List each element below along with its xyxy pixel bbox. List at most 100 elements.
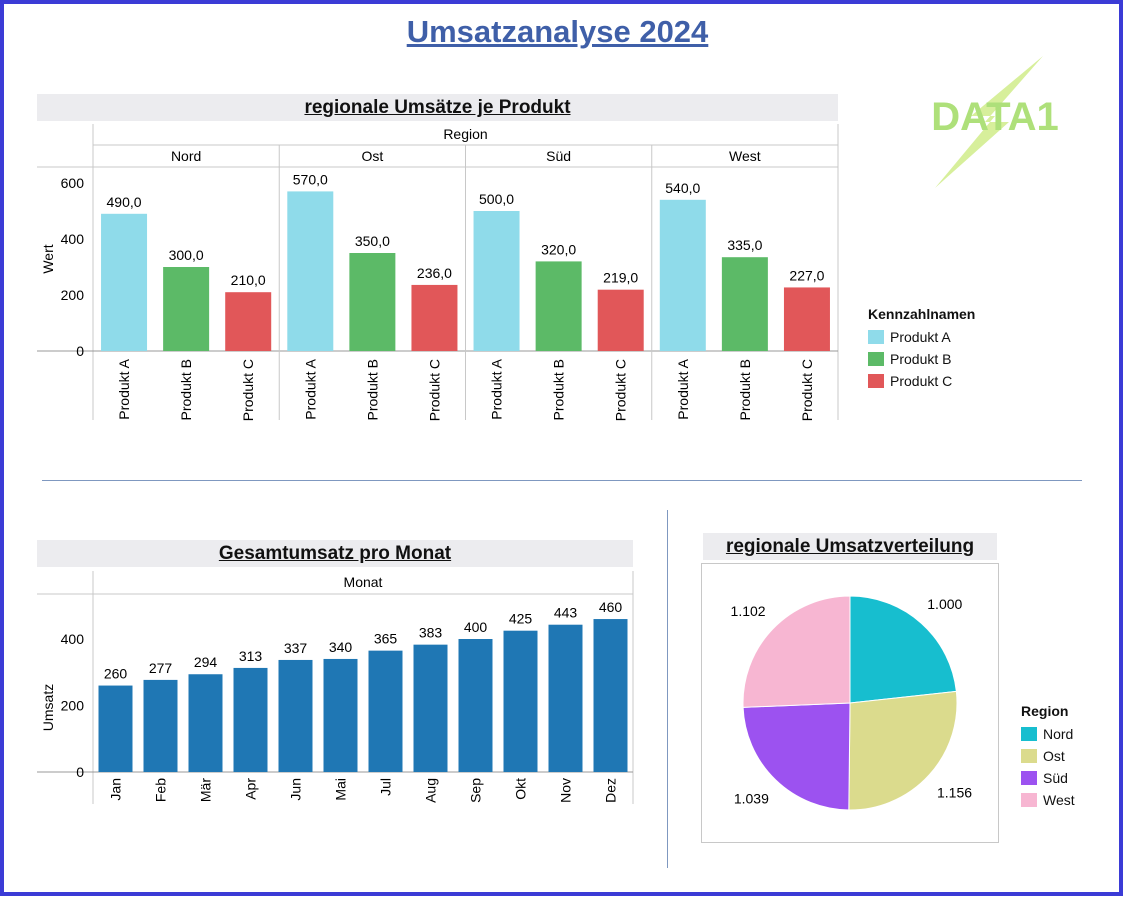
page-title: Umsatzanalyse 2024 [406,14,709,49]
y-tick-label-600: 600 [61,175,85,191]
pie-label-nord: 1.000 [927,596,962,612]
data-label-ost-produkt-b: 350,0 [355,233,390,249]
data-label-mai: 340 [329,639,353,655]
pie-slice-ost [848,690,958,811]
chart-regional-products: Region 0 200 400 600 Wert Nord 490,0 Produkt A 30… [37,124,839,421]
x-tick-label-feb: Feb [153,778,169,802]
x-tick-label-nord-produkt-c: Produkt C [240,359,256,421]
x-tick-label-sep: Sep [468,778,484,803]
pie-label-sued: 1.039 [734,790,769,806]
pie-chart-box [701,563,999,843]
data-label-jan: 260 [104,666,128,682]
legend-item-west: West [1021,789,1075,811]
x-tick-label-mai: Mai [333,778,349,801]
legend-item-sued: Süd [1021,767,1075,789]
bar-aug [413,644,448,772]
x-tick-label-jun: Jun [288,778,304,801]
legend-kennzahlnamen: Kennzahlnamen Produkt A Produkt B Produk… [868,306,975,392]
bar-ost-produkt-b [349,253,396,351]
x-tick-label-ost-produkt-a: Produkt A [302,358,318,419]
bar-apr [233,667,268,772]
bar-nord-produkt-a [101,213,148,351]
data-label-west-produkt-a: 540,0 [665,180,700,196]
data-label-dez: 460 [599,599,623,615]
x-tick-label-maer: Mär [198,778,214,802]
data-label-nord-produkt-b: 300,0 [169,247,204,263]
data-label-aug: 383 [419,625,443,641]
bar-west-produkt-b [721,257,768,351]
legend-item-nord: Nord [1021,723,1075,745]
column-header: Monat [344,574,383,590]
data-label-ost-produkt-a: 570,0 [293,171,328,187]
y-axis-label: Umsatz [40,684,56,731]
y-tick-label-200: 200 [61,698,85,714]
x-tick-label-nov: Nov [558,778,574,803]
x-tick-label-aug: Aug [423,778,439,803]
data-label-sued-produkt-b: 320,0 [541,241,576,257]
data-label-west-produkt-b: 335,0 [727,237,762,253]
panel-label-sued: Süd [546,148,571,164]
data-label-nord-produkt-a: 490,0 [107,194,142,210]
x-tick-label-ost-produkt-c: Produkt C [426,359,442,421]
chart-title-distribution: regionale Umsatzverteilung [703,533,997,560]
legend-item-produkt-a: Produkt A [868,326,975,348]
lightning-bolt-icon [935,56,1043,188]
pie-label-west: 1.102 [731,603,766,619]
column-header: Region [443,126,487,142]
bar-ost-produkt-c [411,284,458,351]
legend-item-ost: Ost [1021,745,1075,767]
data-label-sep: 400 [464,619,488,635]
y-tick-label-200: 200 [61,287,85,303]
bar-ost-produkt-a [287,191,334,351]
bar-sep [458,639,493,772]
legend-item-produkt-b: Produkt B [868,348,975,370]
x-tick-label-sued-produkt-a: Produkt A [489,358,505,419]
bar-west-produkt-c [783,287,830,351]
x-tick-label-dez: Dez [603,778,619,803]
data-label-okt: 425 [509,611,533,627]
legend-title: Region [1021,703,1069,719]
chart-monthly-revenue: Monat 0 200 400 Umsatz 260 Jan 277 Feb 294 Mär 313 A… [37,571,634,804]
bar-jul [368,650,403,772]
x-tick-label-ost-produkt-b: Produkt B [364,359,380,420]
bar-jun [278,659,313,772]
section-divider-horizontal [42,480,1082,481]
x-tick-label-jan: Jan [108,778,124,801]
y-tick-label-0: 0 [76,764,84,780]
bar-sued-produkt-a [473,211,520,351]
data-label-jul: 365 [374,631,398,647]
bar-mai [323,658,358,772]
data-label-maer: 294 [194,654,218,670]
data-label-apr: 313 [239,648,263,664]
bar-dez [593,619,628,772]
x-tick-label-nord-produkt-a: Produkt A [116,358,132,419]
bar-nord-produkt-c [225,292,272,351]
panel-label-ost: Ost [361,148,383,164]
x-tick-label-sued-produkt-c: Produkt C [613,359,629,421]
bar-maer [188,674,223,772]
bar-jan [98,685,133,772]
legend-region: Region Nord Ost Süd West [1021,703,1075,811]
x-tick-label-west-produkt-a: Produkt A [675,358,691,419]
panel-label-west: West [729,148,761,164]
chart-regional-distribution: 1.000 1.156 1.039 1.102 [731,595,972,811]
data-label-nord-produkt-c: 210,0 [231,272,266,288]
logo-text: DATA1 [931,95,1058,139]
section-divider-vertical [667,510,668,868]
x-tick-label-okt: Okt [513,778,529,800]
x-tick-label-west-produkt-c: Produkt C [799,359,815,421]
x-tick-label-apr: Apr [243,778,259,800]
y-tick-label-400: 400 [61,231,85,247]
data-label-sued-produkt-c: 219,0 [603,270,638,286]
y-axis-label: Wert [40,244,56,273]
pie-label-ost: 1.156 [937,784,972,800]
bar-okt [503,630,538,772]
y-tick-label-0: 0 [76,343,84,359]
data-label-sued-produkt-a: 500,0 [479,191,514,207]
x-tick-label-jul: Jul [378,778,394,796]
bar-west-produkt-a [659,199,706,351]
data-label-feb: 277 [149,660,173,676]
bar-nord-produkt-b [163,267,210,351]
x-tick-label-west-produkt-b: Produkt B [737,359,753,420]
pie-slice-sued [742,702,851,811]
